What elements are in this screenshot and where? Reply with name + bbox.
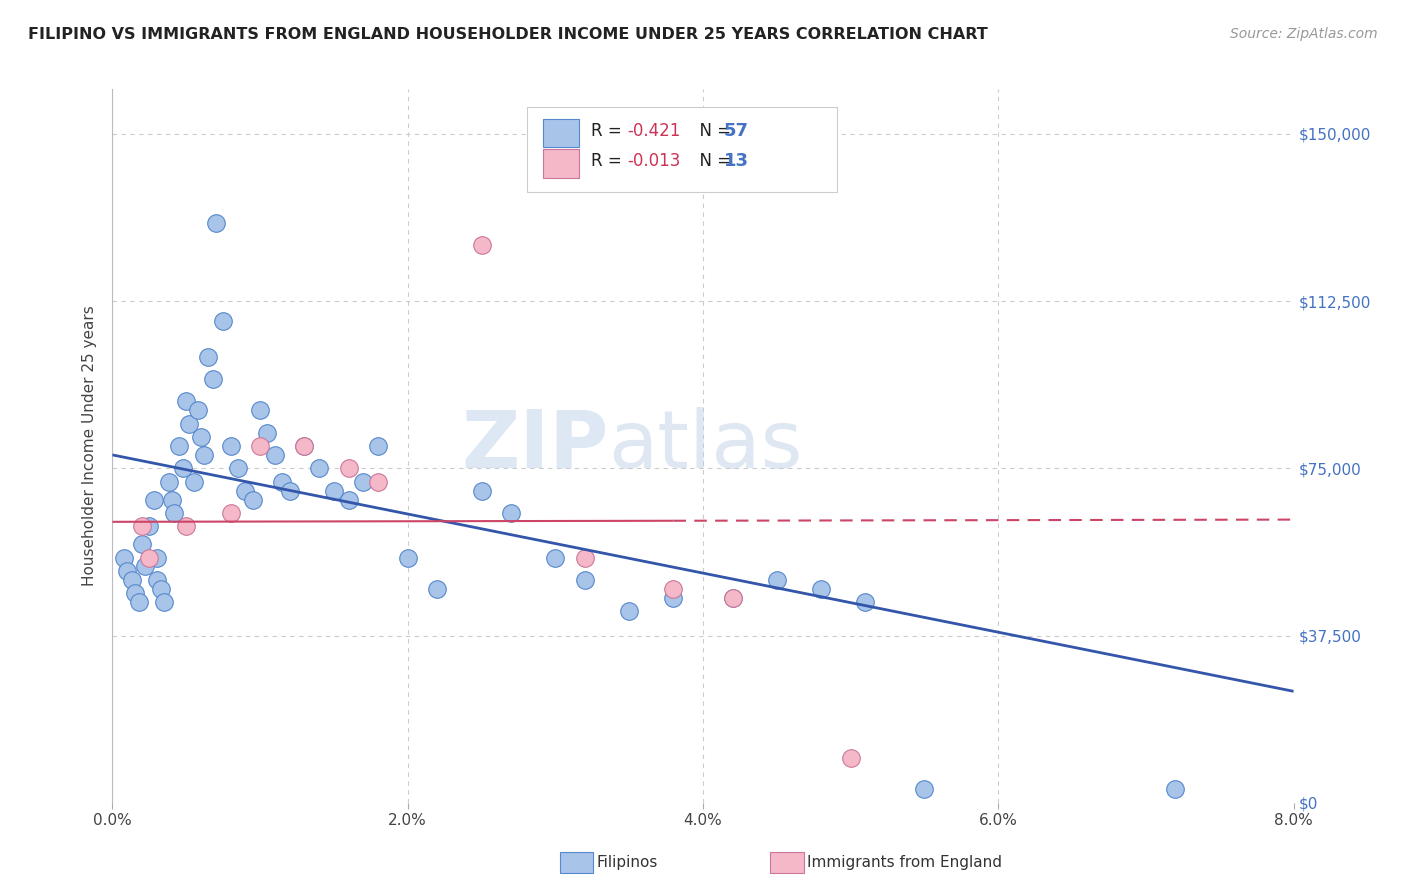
Point xyxy=(121,573,143,587)
Point xyxy=(167,439,190,453)
Point xyxy=(131,537,153,551)
Point xyxy=(721,591,744,605)
Point xyxy=(201,372,224,386)
Point xyxy=(112,550,135,565)
Point xyxy=(131,519,153,533)
Point xyxy=(278,483,301,498)
Text: atlas: atlas xyxy=(609,407,803,485)
Point xyxy=(134,559,156,574)
Point xyxy=(367,439,389,453)
Text: -0.421: -0.421 xyxy=(627,122,681,140)
Text: Immigrants from England: Immigrants from England xyxy=(807,855,1002,870)
Point xyxy=(810,582,832,596)
Point xyxy=(256,425,278,440)
Point xyxy=(160,492,183,507)
Point xyxy=(721,591,744,605)
Point xyxy=(174,519,197,533)
Point xyxy=(124,586,146,600)
Point xyxy=(264,448,287,462)
Point xyxy=(853,595,877,609)
Text: Source: ZipAtlas.com: Source: ZipAtlas.com xyxy=(1230,27,1378,41)
Point xyxy=(662,582,685,596)
Point xyxy=(157,475,180,489)
Point xyxy=(619,604,641,618)
Point xyxy=(249,439,271,453)
Text: ZIP: ZIP xyxy=(461,407,609,485)
Point xyxy=(205,216,228,230)
Point xyxy=(146,550,169,565)
Point xyxy=(212,314,235,328)
Point xyxy=(765,573,787,587)
Point xyxy=(242,492,264,507)
Point xyxy=(174,394,197,409)
Point xyxy=(183,475,205,489)
Point xyxy=(128,595,150,609)
Point xyxy=(219,439,242,453)
Point xyxy=(1164,782,1187,797)
Text: -0.013: -0.013 xyxy=(627,153,681,170)
Point xyxy=(190,430,212,444)
Text: N =: N = xyxy=(689,122,737,140)
Point xyxy=(367,475,389,489)
Point xyxy=(501,506,523,520)
Point xyxy=(117,564,138,578)
Point xyxy=(914,782,936,797)
Point xyxy=(142,492,165,507)
Point xyxy=(146,573,169,587)
Point xyxy=(471,483,494,498)
Point xyxy=(839,751,862,765)
Point xyxy=(233,483,256,498)
Y-axis label: Householder Income Under 25 years: Householder Income Under 25 years xyxy=(82,306,97,586)
Point xyxy=(574,550,596,565)
Point xyxy=(337,461,360,475)
Point xyxy=(138,519,160,533)
Point xyxy=(292,439,315,453)
Point xyxy=(150,582,173,596)
Point xyxy=(197,350,219,364)
Point xyxy=(187,403,209,417)
Point xyxy=(352,475,374,489)
Text: Filipinos: Filipinos xyxy=(596,855,658,870)
Text: R =: R = xyxy=(591,122,627,140)
Point xyxy=(172,461,194,475)
Text: FILIPINO VS IMMIGRANTS FROM ENGLAND HOUSEHOLDER INCOME UNDER 25 YEARS CORRELATIO: FILIPINO VS IMMIGRANTS FROM ENGLAND HOUS… xyxy=(28,27,988,42)
Point xyxy=(574,573,596,587)
Text: 13: 13 xyxy=(724,153,749,170)
Point xyxy=(138,550,160,565)
Text: R =: R = xyxy=(591,153,627,170)
Point xyxy=(249,403,271,417)
Text: 57: 57 xyxy=(724,122,749,140)
Point xyxy=(271,475,294,489)
Point xyxy=(396,550,419,565)
Point xyxy=(153,595,176,609)
Text: N =: N = xyxy=(689,153,737,170)
Point xyxy=(193,448,215,462)
Point xyxy=(544,550,567,565)
Point xyxy=(163,506,186,520)
Point xyxy=(292,439,315,453)
Point xyxy=(179,417,201,431)
Point xyxy=(471,238,494,252)
Point xyxy=(308,461,330,475)
Point xyxy=(662,591,685,605)
Point xyxy=(219,506,242,520)
Point xyxy=(337,492,360,507)
Point xyxy=(226,461,249,475)
Point xyxy=(426,582,449,596)
Point xyxy=(323,483,346,498)
